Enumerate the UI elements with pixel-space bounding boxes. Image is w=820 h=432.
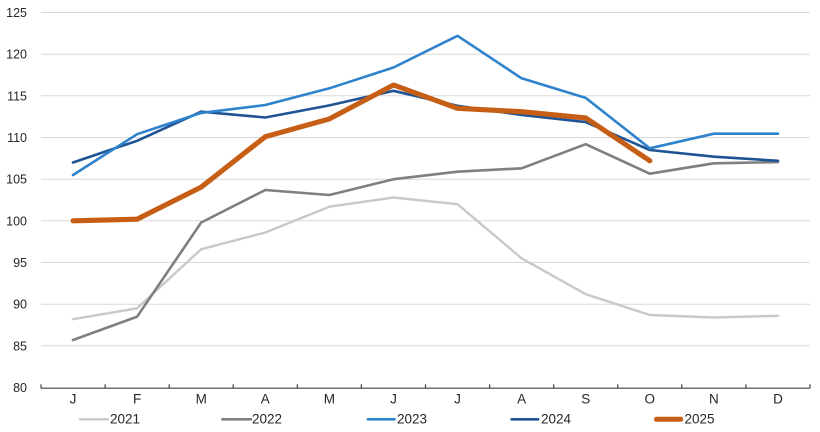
svg-text:J: J — [70, 392, 77, 407]
svg-text:M: M — [324, 392, 335, 407]
svg-text:2022: 2022 — [252, 412, 282, 427]
svg-text:115: 115 — [7, 89, 27, 103]
svg-text:80: 80 — [13, 381, 27, 395]
svg-text:2023: 2023 — [397, 412, 427, 427]
svg-text:F: F — [133, 392, 141, 407]
svg-text:2025: 2025 — [685, 412, 715, 427]
svg-text:S: S — [581, 392, 590, 407]
svg-text:O: O — [645, 392, 656, 407]
svg-text:105: 105 — [6, 173, 27, 187]
svg-text:D: D — [773, 392, 783, 407]
svg-text:120: 120 — [6, 48, 27, 62]
svg-text:85: 85 — [13, 339, 27, 353]
svg-text:2024: 2024 — [541, 412, 572, 427]
svg-text:100: 100 — [6, 214, 27, 228]
svg-text:J: J — [454, 392, 461, 407]
svg-text:95: 95 — [13, 256, 27, 270]
svg-text:A: A — [261, 392, 270, 407]
svg-text:90: 90 — [13, 298, 27, 312]
svg-text:A: A — [517, 392, 526, 407]
svg-text:110: 110 — [7, 131, 27, 145]
svg-text:125: 125 — [6, 6, 27, 20]
svg-text:J: J — [390, 392, 397, 407]
svg-text:2021: 2021 — [110, 412, 140, 427]
svg-text:M: M — [196, 392, 207, 407]
svg-text:N: N — [709, 392, 719, 407]
